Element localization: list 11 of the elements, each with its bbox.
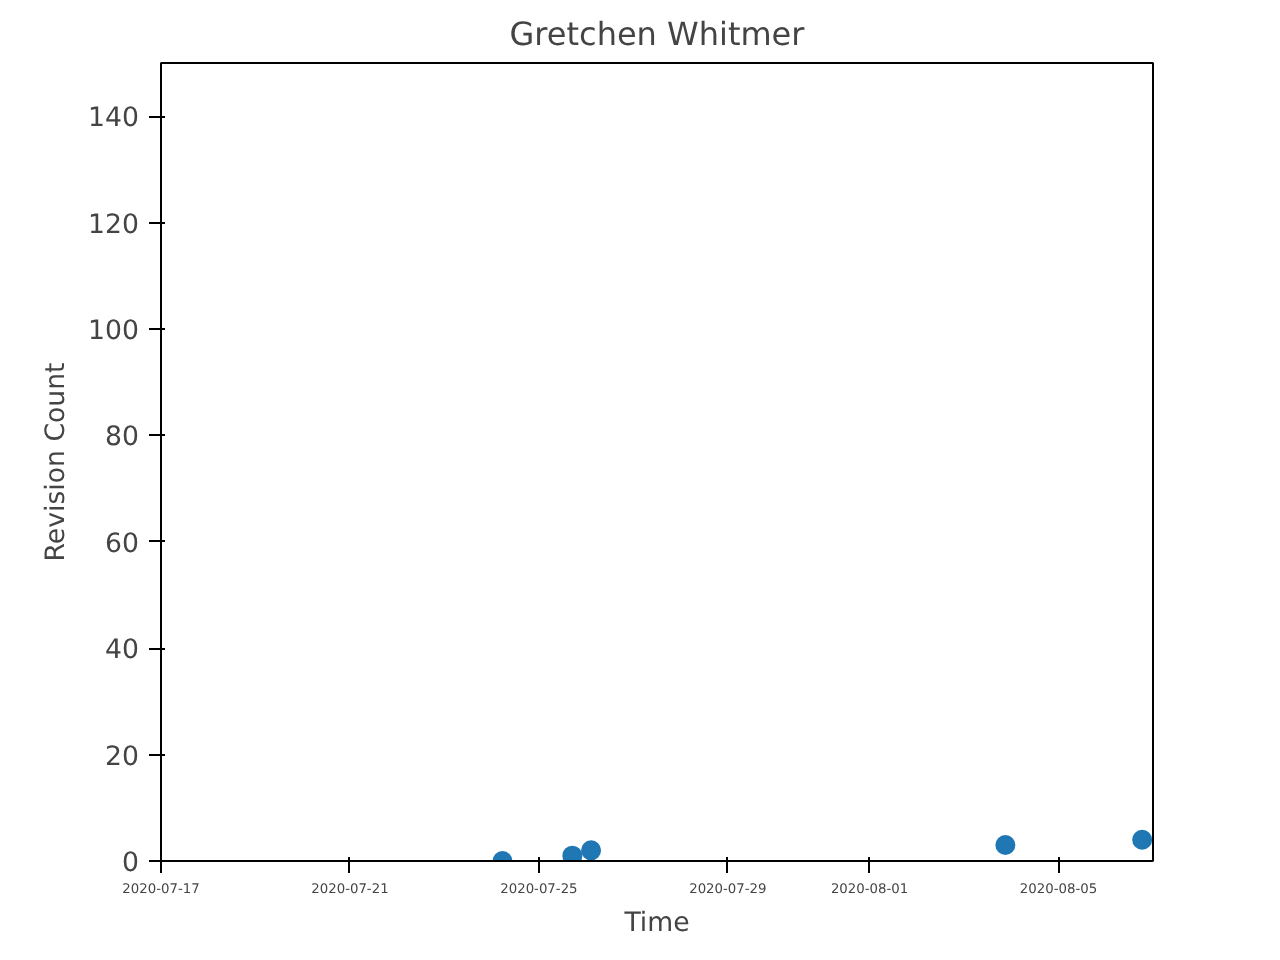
y-tick-label: 140 [88,104,140,135]
y-tick-label: 120 [88,210,140,241]
x-axis-title: Time [622,909,690,939]
y-tick-label: 100 [88,317,140,347]
y-tick-label: 80 [105,423,140,454]
chart-title: Gretchen Whitmer [509,15,806,53]
y-axis-title: Revision Count [42,362,73,562]
y-tick-label: 40 [105,636,140,667]
y-tick-label: 60 [105,529,140,560]
y-tick-label: 0 [122,849,140,879]
y-tick-label: 20 [105,742,140,773]
